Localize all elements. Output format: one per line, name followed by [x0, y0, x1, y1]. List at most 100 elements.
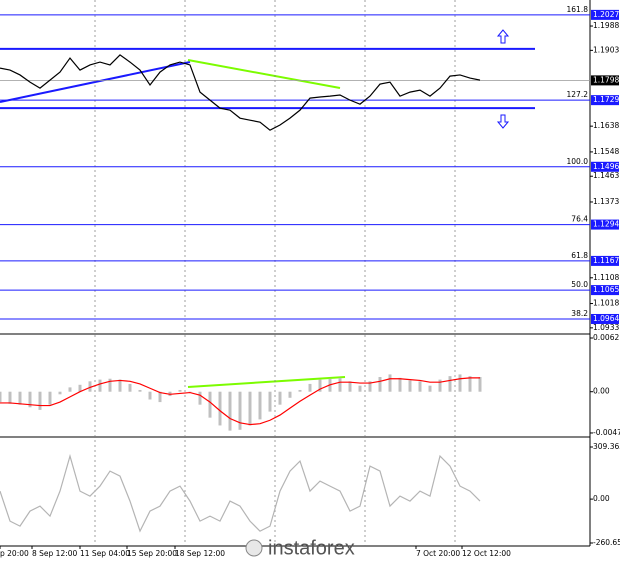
- histogram-bar: [288, 391, 292, 398]
- y-tick-label: 1.1548: [593, 147, 619, 156]
- y-tick-label: 0.00621: [593, 333, 620, 342]
- y-tick-label: 1.1463: [593, 171, 619, 180]
- level-value: 1.1294: [593, 220, 619, 229]
- y-tick-label: 0.00: [593, 387, 610, 396]
- histogram-bar: [68, 387, 72, 392]
- histogram-bar: [308, 383, 312, 392]
- histogram-bar: [458, 374, 462, 392]
- histogram-bar: [18, 391, 22, 405]
- level-value: 1.1729: [593, 95, 619, 104]
- histogram-bar: [248, 391, 252, 426]
- histogram-bar: [198, 391, 202, 405]
- histogram-bar: [0, 391, 2, 403]
- histogram-bar: [388, 374, 392, 392]
- x-tick-label: 15 Sep 20:00: [127, 549, 177, 558]
- level-box: [591, 313, 619, 324]
- histogram-bar: [108, 378, 112, 392]
- x-tick-label: 7 Oct 20:00: [416, 549, 460, 558]
- histogram-bar: [148, 391, 152, 400]
- watermark: instaforex: [268, 537, 355, 559]
- histogram-bar: [188, 391, 192, 393]
- x-tick-label: p 20:00: [0, 549, 29, 558]
- last-price-box: [591, 75, 619, 86]
- histogram-bar: [88, 381, 92, 392]
- y-tick-label: -260.650: [593, 538, 620, 547]
- histogram-bar: [368, 381, 372, 392]
- histogram-bar: [98, 379, 102, 392]
- y-tick-label: 1.1638: [593, 121, 619, 130]
- histogram-bar: [38, 391, 42, 410]
- last-price: 1.1798: [593, 75, 619, 84]
- y-tick-label: 1.1108: [593, 273, 619, 282]
- histogram-bar: [28, 391, 32, 408]
- y-tick-label: 1.0933: [593, 323, 619, 332]
- series-line: [0, 54, 481, 131]
- histogram-bar: [298, 389, 302, 392]
- histogram-bar: [208, 391, 212, 418]
- level-label: 50.0: [571, 280, 588, 289]
- y-tick-label: 1.1373: [593, 197, 619, 206]
- y-tick-label: 1.1988: [593, 21, 619, 30]
- level-label: 161.8: [567, 5, 589, 14]
- histogram-bar: [218, 391, 222, 426]
- histogram-bar: [58, 391, 62, 395]
- level-box: [591, 219, 619, 230]
- y-tick-label: 309.3651: [593, 442, 620, 451]
- histogram-bar: [278, 391, 282, 405]
- logo: [245, 539, 263, 557]
- histogram-bar: [318, 379, 322, 392]
- histogram-bar: [128, 383, 132, 392]
- histogram-bar: [238, 391, 242, 430]
- histogram-bar: [338, 377, 342, 392]
- level-label: 38.2: [571, 309, 588, 318]
- histogram-bar: [468, 376, 472, 392]
- arrow-down: [496, 114, 510, 129]
- histogram-bar: [478, 377, 482, 392]
- y-tick-label: 0.00: [593, 494, 610, 503]
- histogram-bar: [118, 379, 122, 392]
- histogram-bar: [268, 391, 272, 412]
- level-value: 1.1065: [593, 285, 619, 294]
- level-value: 1.2027: [593, 10, 619, 19]
- trend-line: [187, 376, 346, 388]
- histogram-bar: [178, 389, 182, 392]
- x-tick-label: 12 Oct 12:00: [462, 549, 511, 558]
- histogram-bar: [348, 381, 352, 392]
- level-label: 100.0: [567, 157, 589, 166]
- histogram-bar: [48, 391, 52, 405]
- histogram-bar: [158, 391, 162, 403]
- level-box: [591, 285, 619, 296]
- level-value: 1.1496: [593, 162, 619, 171]
- series-line: [0, 377, 480, 426]
- y-tick-label: 1.1018: [593, 299, 619, 308]
- histogram-bar: [138, 389, 142, 392]
- level-box: [591, 95, 619, 106]
- level-box: [591, 9, 619, 20]
- histogram-bar: [448, 376, 452, 392]
- histogram-bar: [228, 391, 232, 431]
- arrow-up: [496, 29, 510, 44]
- x-tick-label: 11 Sep 04:00: [80, 549, 130, 558]
- histogram-bar: [78, 384, 82, 392]
- level-label: 76.4: [571, 215, 588, 224]
- histogram-bar: [438, 379, 442, 392]
- histogram-bar: [428, 385, 432, 392]
- level-label: 127.2: [567, 90, 589, 99]
- level-value: 1.0964: [593, 314, 619, 323]
- y-tick-label: -0.00477: [593, 428, 620, 437]
- level-label: 61.8: [571, 251, 588, 260]
- histogram-bar: [258, 391, 262, 420]
- series-line: [0, 453, 481, 533]
- histogram-bar: [418, 381, 422, 392]
- level-box: [591, 161, 619, 172]
- x-tick-label: 18 Sep 12:00: [175, 549, 225, 558]
- x-tick-label: 8 Sep 12:00: [32, 549, 78, 558]
- histogram-bar: [378, 377, 382, 392]
- y-tick-label: 1.1903: [593, 45, 619, 54]
- level-value: 1.1167: [593, 256, 619, 265]
- histogram-bar: [398, 377, 402, 392]
- level-box: [591, 255, 619, 266]
